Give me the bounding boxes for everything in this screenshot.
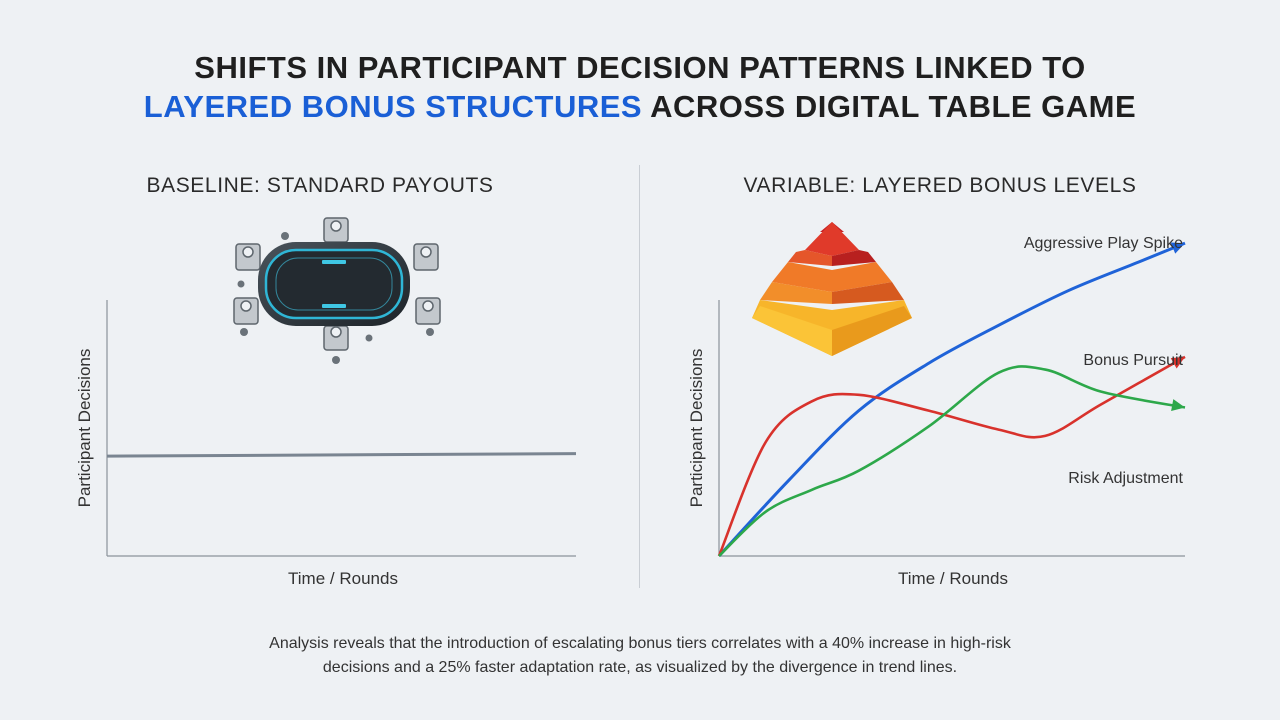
variable-panel-title: VARIABLE: LAYERED BONUS LEVELS bbox=[743, 174, 1137, 197]
series-risk-adjustment-line bbox=[718, 365, 1186, 557]
poker-table-with-players-icon bbox=[233, 217, 441, 364]
title-rest: ACROSS DIGITAL TABLE GAME bbox=[642, 89, 1137, 124]
aggressive-play-label: Aggressive Play Spike bbox=[1024, 235, 1183, 252]
series-risk-adjustment-arrowhead bbox=[1171, 399, 1185, 411]
risk-adjustment-label: Risk Adjustment bbox=[1068, 470, 1183, 487]
baseline-panel-title: BASELINE: STANDARD PAYOUTS bbox=[146, 174, 494, 197]
variable-x-label: Time / Rounds bbox=[898, 569, 1008, 588]
panel-divider bbox=[639, 165, 640, 588]
baseline-series-line bbox=[106, 452, 577, 458]
caption-line-2: decisions and a 25% faster adaptation ra… bbox=[322, 659, 958, 676]
bonus-pursuit-label: Bonus Pursuit bbox=[1083, 352, 1183, 369]
series-aggressive-play-arrowhead bbox=[1170, 242, 1185, 254]
title-line-2: LAYERED BONUS STRUCTURES ACROSS DIGITAL … bbox=[0, 87, 1280, 126]
title-accent: LAYERED BONUS STRUCTURES bbox=[143, 89, 643, 124]
variable-y-label: Participant Decisions bbox=[687, 349, 706, 508]
layered-pyramid-icon bbox=[752, 222, 912, 356]
baseline-chart: Time / Rounds Participant Decisions bbox=[75, 300, 577, 588]
analysis-caption: Analysis reveals that the introduction o… bbox=[140, 632, 1140, 680]
page-title: SHIFTS IN PARTICIPANT DECISION PATTERNS … bbox=[0, 48, 1280, 126]
series-bonus-pursuit-line bbox=[717, 355, 1186, 557]
series-bonus-pursuit-arrowhead bbox=[1170, 356, 1185, 369]
caption-line-1: Analysis reveals that the introduction o… bbox=[269, 635, 1011, 652]
baseline-x-label: Time / Rounds bbox=[288, 569, 398, 588]
series-aggressive-play-line bbox=[717, 241, 1186, 558]
title-line-1: SHIFTS IN PARTICIPANT DECISION PATTERNS … bbox=[194, 50, 1086, 85]
variable-chart: Aggressive Play Spike Bonus Pursuit Risk… bbox=[687, 235, 1186, 588]
baseline-y-label: Participant Decisions bbox=[75, 349, 94, 508]
